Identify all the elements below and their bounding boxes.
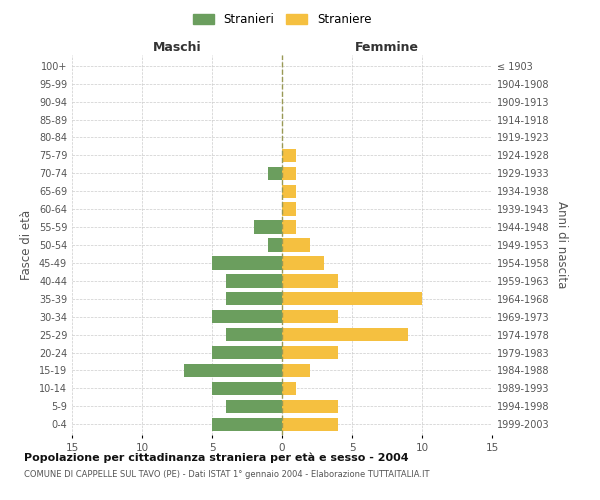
Bar (282, 256, 324, 270)
Bar (282, 220, 296, 234)
Text: Popolazione per cittadinanza straniera per età e sesso - 2004: Popolazione per cittadinanza straniera p… (24, 452, 409, 463)
Bar (268, 238, 282, 252)
Bar (282, 184, 296, 198)
Bar (282, 346, 338, 360)
Bar (282, 202, 296, 216)
Text: Maschi: Maschi (152, 41, 202, 54)
Bar (212, 382, 282, 395)
Bar (282, 418, 338, 431)
Bar (282, 292, 422, 306)
Bar (212, 418, 282, 431)
Legend: Stranieri, Straniere: Stranieri, Straniere (188, 8, 376, 31)
Y-axis label: Anni di nascita: Anni di nascita (555, 202, 568, 288)
Bar (212, 346, 282, 360)
Bar (282, 274, 338, 287)
Bar (282, 382, 296, 395)
Text: Femmine: Femmine (355, 41, 419, 54)
Text: COMUNE DI CAPPELLE SUL TAVO (PE) - Dati ISTAT 1° gennaio 2004 - Elaborazione TUT: COMUNE DI CAPPELLE SUL TAVO (PE) - Dati … (24, 470, 430, 479)
Bar (212, 256, 282, 270)
Bar (226, 400, 282, 413)
Bar (282, 364, 310, 377)
Y-axis label: Fasce di età: Fasce di età (20, 210, 33, 280)
Bar (282, 328, 408, 342)
Bar (184, 364, 282, 377)
Bar (226, 292, 282, 306)
Bar (282, 400, 338, 413)
Bar (226, 274, 282, 287)
Bar (282, 166, 296, 180)
Bar (226, 328, 282, 342)
Bar (212, 310, 282, 324)
Bar (282, 148, 296, 162)
Bar (254, 220, 282, 234)
Bar (268, 166, 282, 180)
Bar (282, 238, 310, 252)
Bar (282, 310, 338, 324)
